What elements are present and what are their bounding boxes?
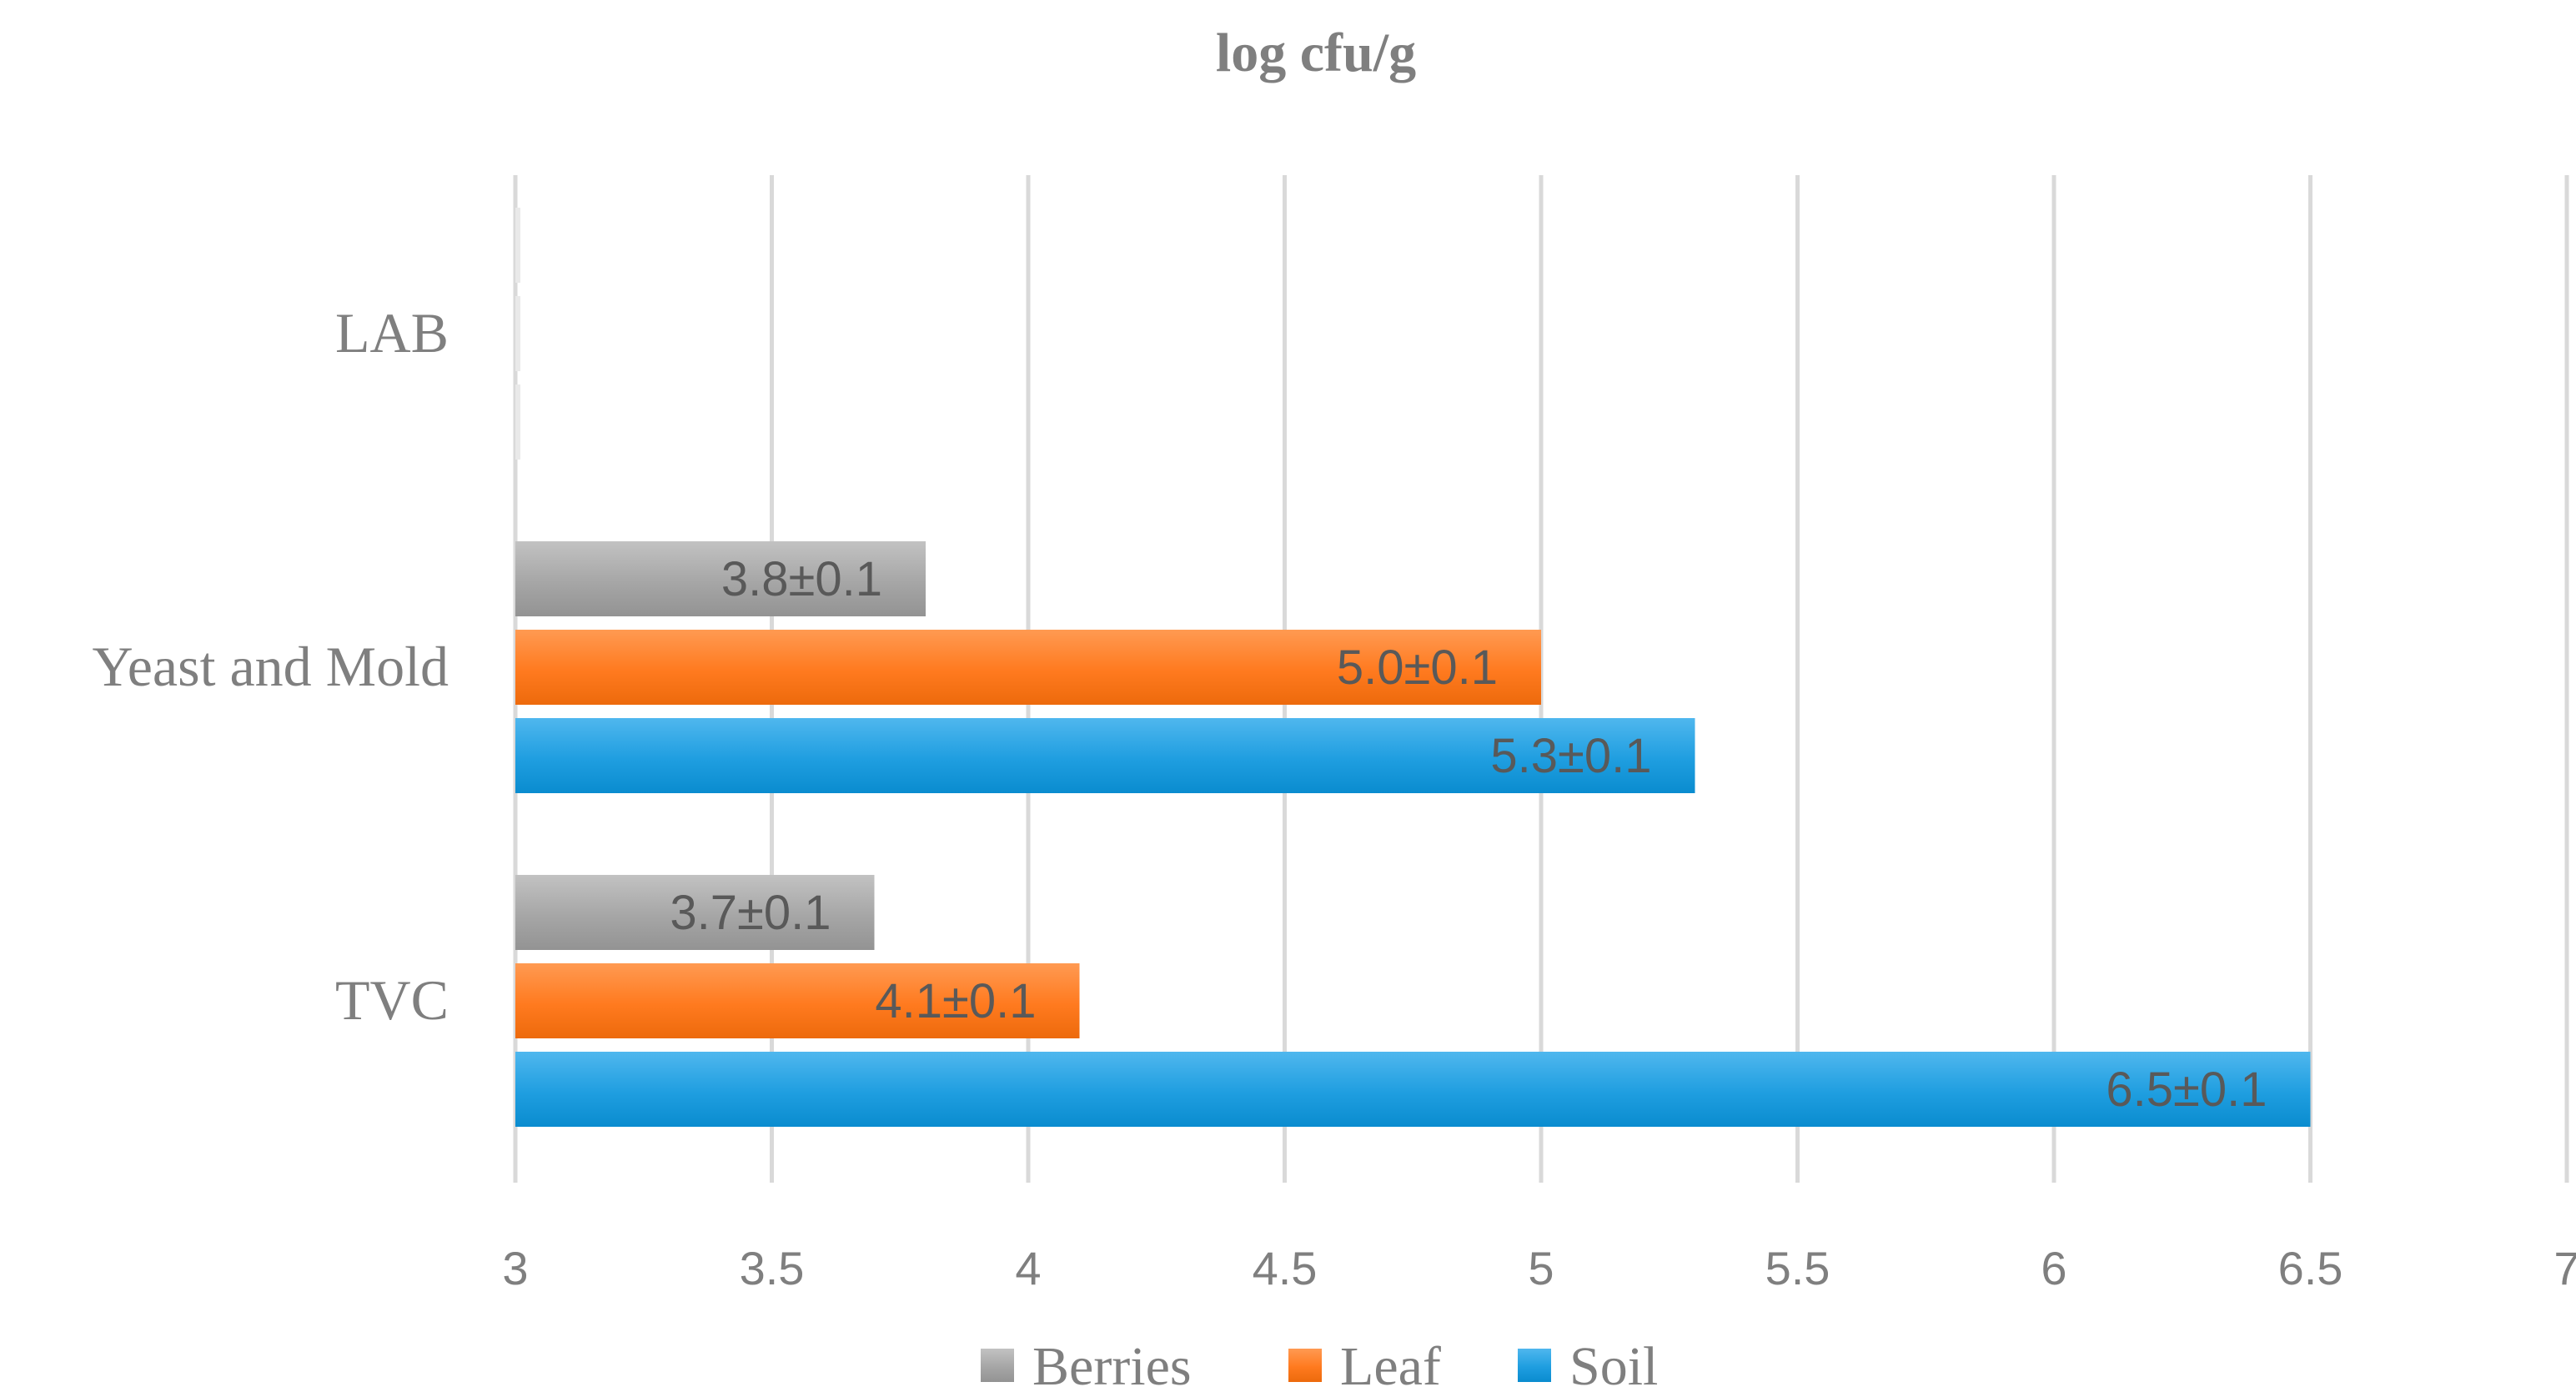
data-label-soil-yeast-and-mold: 5.3±0.1	[1490, 729, 1651, 783]
x-tick-label: 3.5	[740, 1242, 805, 1294]
legend-swatch-soil	[1518, 1349, 1551, 1382]
x-tick-label: 7	[2553, 1242, 2576, 1294]
x-tick-label: 3	[502, 1242, 528, 1294]
category-labels: LAB Yeast and Mold TVC	[92, 301, 449, 1032]
legend-label-soil: Soil	[1569, 1336, 1658, 1392]
category-label-tvc: TVC	[335, 968, 449, 1032]
legend-swatch-leaf	[1288, 1349, 1322, 1382]
bar-soil-tvc	[515, 1052, 2311, 1127]
data-label-soil-tvc: 6.5±0.1	[2106, 1063, 2267, 1117]
category-label-lab: LAB	[335, 301, 449, 364]
x-tick-label: 4.5	[1253, 1242, 1318, 1294]
bar-leaf-yeast-and-mold	[515, 630, 1541, 705]
bar-leaf-lab	[515, 296, 520, 371]
bar-berries-tvc	[515, 875, 875, 950]
legend-swatch-berries	[981, 1349, 1014, 1382]
x-tick-label: 6	[2041, 1242, 2066, 1294]
data-label-leaf-yeast-and-mold: 5.0±0.1	[1337, 641, 1498, 695]
bars	[515, 208, 2311, 1127]
legend: Berries Leaf Soil	[981, 1336, 1658, 1392]
bar-soil-yeast-and-mold	[515, 718, 1695, 793]
data-label-berries-yeast-and-mold: 3.8±0.1	[721, 552, 882, 606]
data-label-berries-tvc: 3.7±0.1	[670, 886, 831, 940]
x-tick-label: 4	[1015, 1242, 1041, 1294]
data-label-leaf-tvc: 4.1±0.1	[875, 974, 1036, 1028]
x-tick-label: 6.5	[2278, 1242, 2343, 1294]
bar-berries-yeast-and-mold	[515, 541, 926, 616]
category-label-yeast-and-mold: Yeast and Mold	[92, 635, 449, 698]
bar-soil-lab	[515, 384, 520, 460]
x-axis-tick-labels: 3 3.5 4 4.5 5 5.5 6 6.5 7	[502, 1242, 2576, 1294]
legend-label-berries: Berries	[1032, 1336, 1192, 1392]
chart-title: log cfu/g	[1216, 23, 1416, 83]
bar-berries-lab	[515, 208, 520, 283]
bar-leaf-tvc	[515, 963, 1080, 1038]
legend-label-leaf: Leaf	[1340, 1336, 1441, 1392]
x-tick-label: 5.5	[1765, 1242, 1830, 1294]
x-tick-label: 5	[1528, 1242, 1554, 1294]
data-labels: 3.8±0.1 5.0±0.1 5.3±0.1 3.7±0.1 4.1±0.1 6.5±0…	[670, 552, 2267, 1117]
